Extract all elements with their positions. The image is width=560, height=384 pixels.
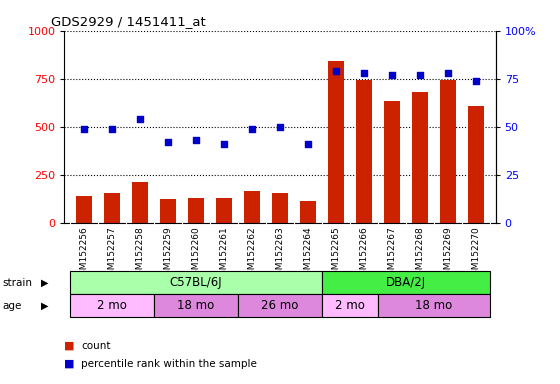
Text: C57BL/6J: C57BL/6J: [170, 276, 222, 289]
Point: [444, 70, 452, 76]
Text: GSM152269: GSM152269: [444, 227, 452, 281]
Text: percentile rank within the sample: percentile rank within the sample: [81, 359, 257, 369]
Bar: [356, 80, 372, 223]
Text: strain: strain: [3, 278, 33, 288]
Text: GDS2929 / 1451411_at: GDS2929 / 1451411_at: [52, 15, 206, 28]
Text: 2 mo: 2 mo: [335, 299, 365, 312]
Point: [332, 68, 340, 74]
Text: 2 mo: 2 mo: [97, 299, 127, 312]
Text: 18 mo: 18 mo: [178, 299, 214, 312]
Point: [416, 72, 424, 78]
Text: DBA/2J: DBA/2J: [386, 276, 426, 289]
Bar: [244, 191, 260, 223]
Bar: [272, 193, 288, 223]
Bar: [322, 294, 378, 317]
Text: GSM152264: GSM152264: [304, 227, 312, 281]
Text: GSM152257: GSM152257: [108, 227, 116, 281]
Point: [80, 126, 88, 132]
Bar: [300, 200, 316, 223]
Bar: [384, 101, 400, 223]
Text: GSM152262: GSM152262: [248, 227, 256, 281]
Point: [304, 141, 312, 147]
Bar: [154, 294, 238, 317]
Bar: [160, 199, 176, 223]
Text: GSM152256: GSM152256: [80, 227, 88, 281]
Text: ▶: ▶: [41, 301, 48, 311]
Bar: [70, 271, 322, 294]
Point: [388, 72, 396, 78]
Bar: [412, 92, 428, 223]
Text: count: count: [81, 341, 111, 351]
Text: 18 mo: 18 mo: [416, 299, 452, 312]
Bar: [378, 294, 490, 317]
Bar: [70, 294, 154, 317]
Point: [248, 126, 256, 132]
Point: [360, 70, 368, 76]
Bar: [328, 61, 344, 223]
Text: 26 mo: 26 mo: [262, 299, 298, 312]
Point: [472, 78, 480, 84]
Bar: [104, 193, 120, 223]
Text: GSM152258: GSM152258: [136, 227, 144, 281]
Text: GSM152261: GSM152261: [220, 227, 228, 281]
Text: GSM152265: GSM152265: [332, 227, 340, 281]
Point: [108, 126, 116, 132]
Bar: [322, 271, 490, 294]
Text: ■: ■: [64, 341, 75, 351]
Point: [164, 139, 172, 145]
Text: ■: ■: [64, 359, 75, 369]
Bar: [76, 196, 92, 223]
Bar: [468, 106, 484, 223]
Bar: [440, 80, 456, 223]
Bar: [238, 294, 322, 317]
Bar: [216, 198, 232, 223]
Text: GSM152267: GSM152267: [388, 227, 396, 281]
Bar: [132, 182, 148, 223]
Text: GSM152263: GSM152263: [276, 227, 284, 281]
Text: GSM152260: GSM152260: [192, 227, 200, 281]
Point: [276, 124, 284, 130]
Point: [136, 116, 144, 122]
Text: GSM152270: GSM152270: [472, 227, 480, 281]
Point: [192, 137, 200, 143]
Text: age: age: [3, 301, 22, 311]
Text: GSM152266: GSM152266: [360, 227, 368, 281]
Point: [220, 141, 228, 147]
Text: ▶: ▶: [41, 278, 48, 288]
Text: GSM152268: GSM152268: [416, 227, 424, 281]
Text: GSM152259: GSM152259: [164, 227, 172, 281]
Bar: [188, 198, 204, 223]
